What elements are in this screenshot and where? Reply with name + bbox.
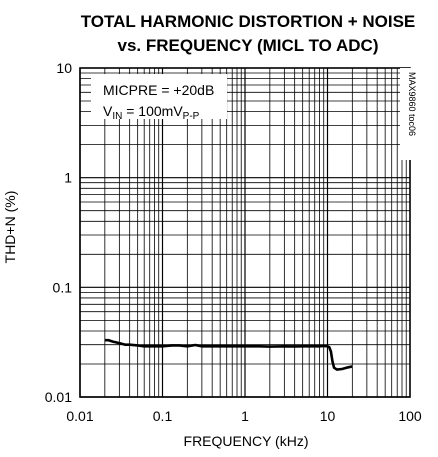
y-tick-label: 0.01 — [45, 389, 72, 405]
annotation-mid: = 100mV — [122, 103, 183, 119]
x-tick-label: 100 — [398, 408, 422, 424]
x-tick-label: 10 — [320, 408, 336, 424]
x-tick-label: 0.01 — [66, 408, 93, 424]
plot-frame — [79, 67, 411, 398]
x-tick-label: 1 — [241, 408, 249, 424]
annotation-sub-pp: P-P — [183, 111, 200, 122]
annotation-line-1: MICPRE = +20dB — [103, 82, 214, 98]
chart-title-line-1: TOTAL HARMONIC DISTORTION + NOISE — [81, 12, 416, 31]
y-tick-label: 10 — [56, 60, 72, 76]
x-tick-label: 0.1 — [153, 408, 173, 424]
annotation-line-2: VIN = 100mVP-P — [103, 103, 200, 122]
side-label: MAX9860 toc06 — [407, 72, 417, 136]
y-axis-label: THD+N (%) — [2, 191, 18, 264]
y-tick-label: 0.1 — [53, 279, 73, 295]
series-group — [104, 338, 353, 371]
y-tick-label: 1 — [64, 170, 72, 186]
tick-labels: 0.01 0.1 1 10 100 10 1 0.1 0.01 — [45, 60, 422, 424]
annotation-sub-in: IN — [112, 111, 122, 122]
side-label-bg — [400, 68, 412, 160]
chart-title-line-2: vs. FREQUENCY (MICL TO ADC) — [117, 36, 378, 55]
annotation-box — [91, 74, 227, 119]
annotation-v: V — [103, 103, 113, 119]
x-axis-label: FREQUENCY (kHz) — [184, 433, 309, 449]
thd-series-line — [104, 338, 353, 371]
